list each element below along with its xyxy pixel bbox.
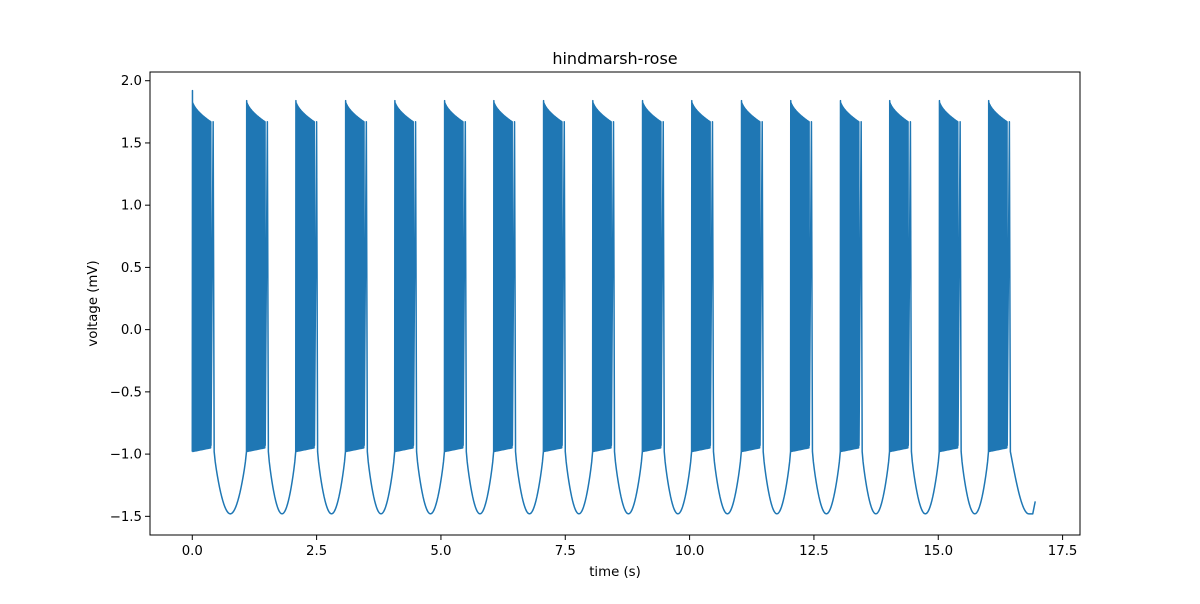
x-tick-label: 0.0 xyxy=(182,544,203,559)
axes-frame xyxy=(149,71,1081,536)
x-tick-label: 2.5 xyxy=(306,544,327,559)
x-tick-label: 7.5 xyxy=(555,544,576,559)
y-tick-label: 1.5 xyxy=(121,136,142,151)
y-tick-label: −1.5 xyxy=(110,510,142,525)
x-axis-label: time (s) xyxy=(589,565,641,580)
series-line-voltage xyxy=(191,89,1036,515)
y-tick-label: −1.0 xyxy=(110,448,142,463)
x-tick-label: 10.0 xyxy=(675,544,705,559)
y-tick-label: 2.0 xyxy=(121,74,142,89)
x-tick-label: 12.5 xyxy=(799,544,829,559)
x-tick-label: 15.0 xyxy=(923,544,953,559)
chart-title: hindmarsh-rose xyxy=(552,49,677,68)
x-tick-label: 17.5 xyxy=(1048,544,1078,559)
x-tick-label: 5.0 xyxy=(430,544,451,559)
x-axis: 0.0 2.5 5.0 7.5 10.0 12.5 15.0 17.5 xyxy=(182,535,1078,559)
plot-area xyxy=(191,89,1036,515)
y-tick-label: −0.5 xyxy=(110,385,142,400)
y-tick-label: 1.0 xyxy=(121,199,142,214)
y-axis: −1.5 −1.0 −0.5 0.0 0.5 1.0 1.5 2.0 xyxy=(110,74,150,525)
y-axis-label: voltage (mV) xyxy=(86,260,101,346)
y-tick-label: 0.5 xyxy=(121,261,142,276)
y-tick-label: 0.0 xyxy=(121,323,142,338)
